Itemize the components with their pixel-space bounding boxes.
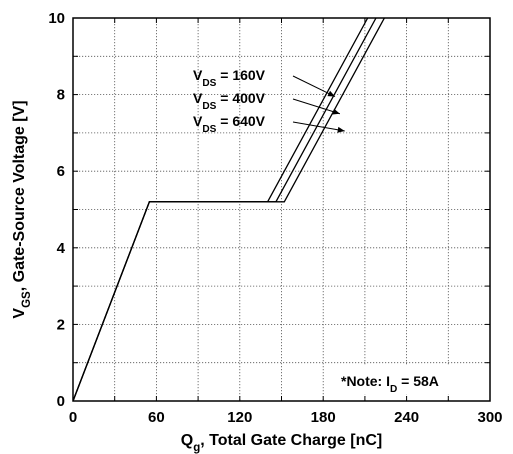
annotation-arrow-line — [292, 121, 345, 132]
x-tick-label: 0 — [69, 409, 77, 426]
note-box — [330, 366, 478, 394]
x-tick-label: 180 — [311, 409, 336, 426]
annotation-arrow-head — [332, 108, 340, 115]
annotation-arrow-line — [292, 75, 336, 97]
series-annotation-label: VDS = 160V — [193, 67, 266, 89]
y-tick-label: 6 — [57, 163, 65, 180]
annotation-arrow-head — [327, 90, 336, 97]
x-tick-label: 60 — [148, 409, 165, 426]
y-tick-label: 10 — [48, 10, 65, 27]
series-annotation-label: VDS = 400V — [193, 90, 266, 112]
annotation-arrow-line — [292, 98, 341, 115]
annotation-arrow-head — [337, 126, 345, 133]
note-text: *Note: ID = 58A — [341, 373, 439, 395]
y-axis-label: VGS, Gate-Source Voltage [V] — [11, 100, 33, 318]
x-axis-label: Qg, Total Gate Charge [nC] — [181, 432, 382, 454]
x-tick-label: 300 — [477, 409, 502, 426]
series-annotation-label: VDS = 640V — [193, 113, 266, 135]
x-tick-label: 240 — [394, 409, 419, 426]
y-tick-label: 0 — [57, 393, 65, 410]
x-tick-label: 120 — [227, 409, 252, 426]
y-tick-label: 4 — [57, 240, 66, 257]
y-tick-label: 2 — [57, 316, 65, 333]
y-tick-label: 8 — [57, 87, 65, 104]
